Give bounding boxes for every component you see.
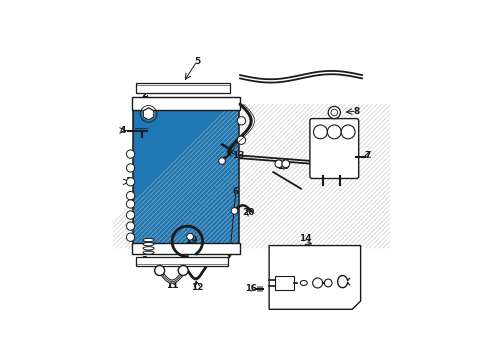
Text: 15: 15 xyxy=(273,248,285,257)
Circle shape xyxy=(275,160,283,168)
Text: 19: 19 xyxy=(185,235,198,244)
FancyBboxPatch shape xyxy=(310,118,359,179)
Text: 14: 14 xyxy=(299,234,312,243)
Polygon shape xyxy=(143,108,154,120)
Circle shape xyxy=(126,192,135,200)
Bar xyxy=(133,104,239,248)
Circle shape xyxy=(126,177,135,186)
Text: 2: 2 xyxy=(141,90,147,99)
Circle shape xyxy=(126,150,135,158)
Circle shape xyxy=(314,125,327,139)
Text: 5: 5 xyxy=(194,57,200,66)
Text: 9: 9 xyxy=(230,98,236,107)
Ellipse shape xyxy=(143,238,154,242)
Text: 6: 6 xyxy=(233,187,239,196)
Text: 13: 13 xyxy=(232,151,245,160)
Circle shape xyxy=(178,266,188,275)
Ellipse shape xyxy=(143,247,154,250)
Bar xyxy=(136,257,227,266)
Circle shape xyxy=(327,125,341,139)
Circle shape xyxy=(328,107,341,118)
Bar xyxy=(133,104,239,248)
Bar xyxy=(136,82,230,93)
Text: 11: 11 xyxy=(166,281,178,290)
Ellipse shape xyxy=(143,243,154,246)
Bar xyxy=(132,97,240,110)
Circle shape xyxy=(331,109,338,116)
Ellipse shape xyxy=(143,251,154,254)
Text: 1: 1 xyxy=(124,177,131,186)
Circle shape xyxy=(341,125,355,139)
Circle shape xyxy=(324,279,332,287)
Circle shape xyxy=(237,136,245,144)
Text: 20: 20 xyxy=(242,208,254,217)
Circle shape xyxy=(219,158,225,164)
Circle shape xyxy=(282,160,290,168)
Text: 7: 7 xyxy=(365,151,371,160)
Bar xyxy=(132,243,240,254)
Circle shape xyxy=(231,208,238,214)
Polygon shape xyxy=(269,246,361,309)
Text: 12: 12 xyxy=(191,283,203,292)
Circle shape xyxy=(126,164,135,172)
Text: 17: 17 xyxy=(306,253,318,262)
Text: 3: 3 xyxy=(141,256,147,265)
Text: 10: 10 xyxy=(277,162,289,171)
Text: 8: 8 xyxy=(353,107,360,116)
Circle shape xyxy=(187,233,194,240)
Circle shape xyxy=(126,233,135,242)
Text: 18: 18 xyxy=(341,249,353,258)
Text: 4: 4 xyxy=(120,126,126,135)
Circle shape xyxy=(237,117,245,125)
Circle shape xyxy=(126,222,135,230)
Text: 16: 16 xyxy=(245,284,257,293)
Ellipse shape xyxy=(300,280,307,285)
Circle shape xyxy=(155,266,165,275)
Circle shape xyxy=(313,278,322,288)
Circle shape xyxy=(126,200,135,208)
Bar xyxy=(275,276,294,290)
Circle shape xyxy=(126,211,135,219)
